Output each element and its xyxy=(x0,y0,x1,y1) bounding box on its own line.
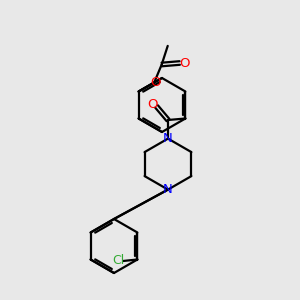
Text: O: O xyxy=(147,98,158,111)
Text: N: N xyxy=(163,132,173,145)
Text: N: N xyxy=(163,183,173,196)
Text: O: O xyxy=(179,56,190,70)
Text: Cl: Cl xyxy=(113,254,125,268)
Text: O: O xyxy=(151,76,161,89)
